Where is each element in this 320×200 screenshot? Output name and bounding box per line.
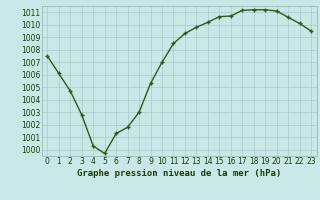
X-axis label: Graphe pression niveau de la mer (hPa): Graphe pression niveau de la mer (hPa) (77, 169, 281, 178)
